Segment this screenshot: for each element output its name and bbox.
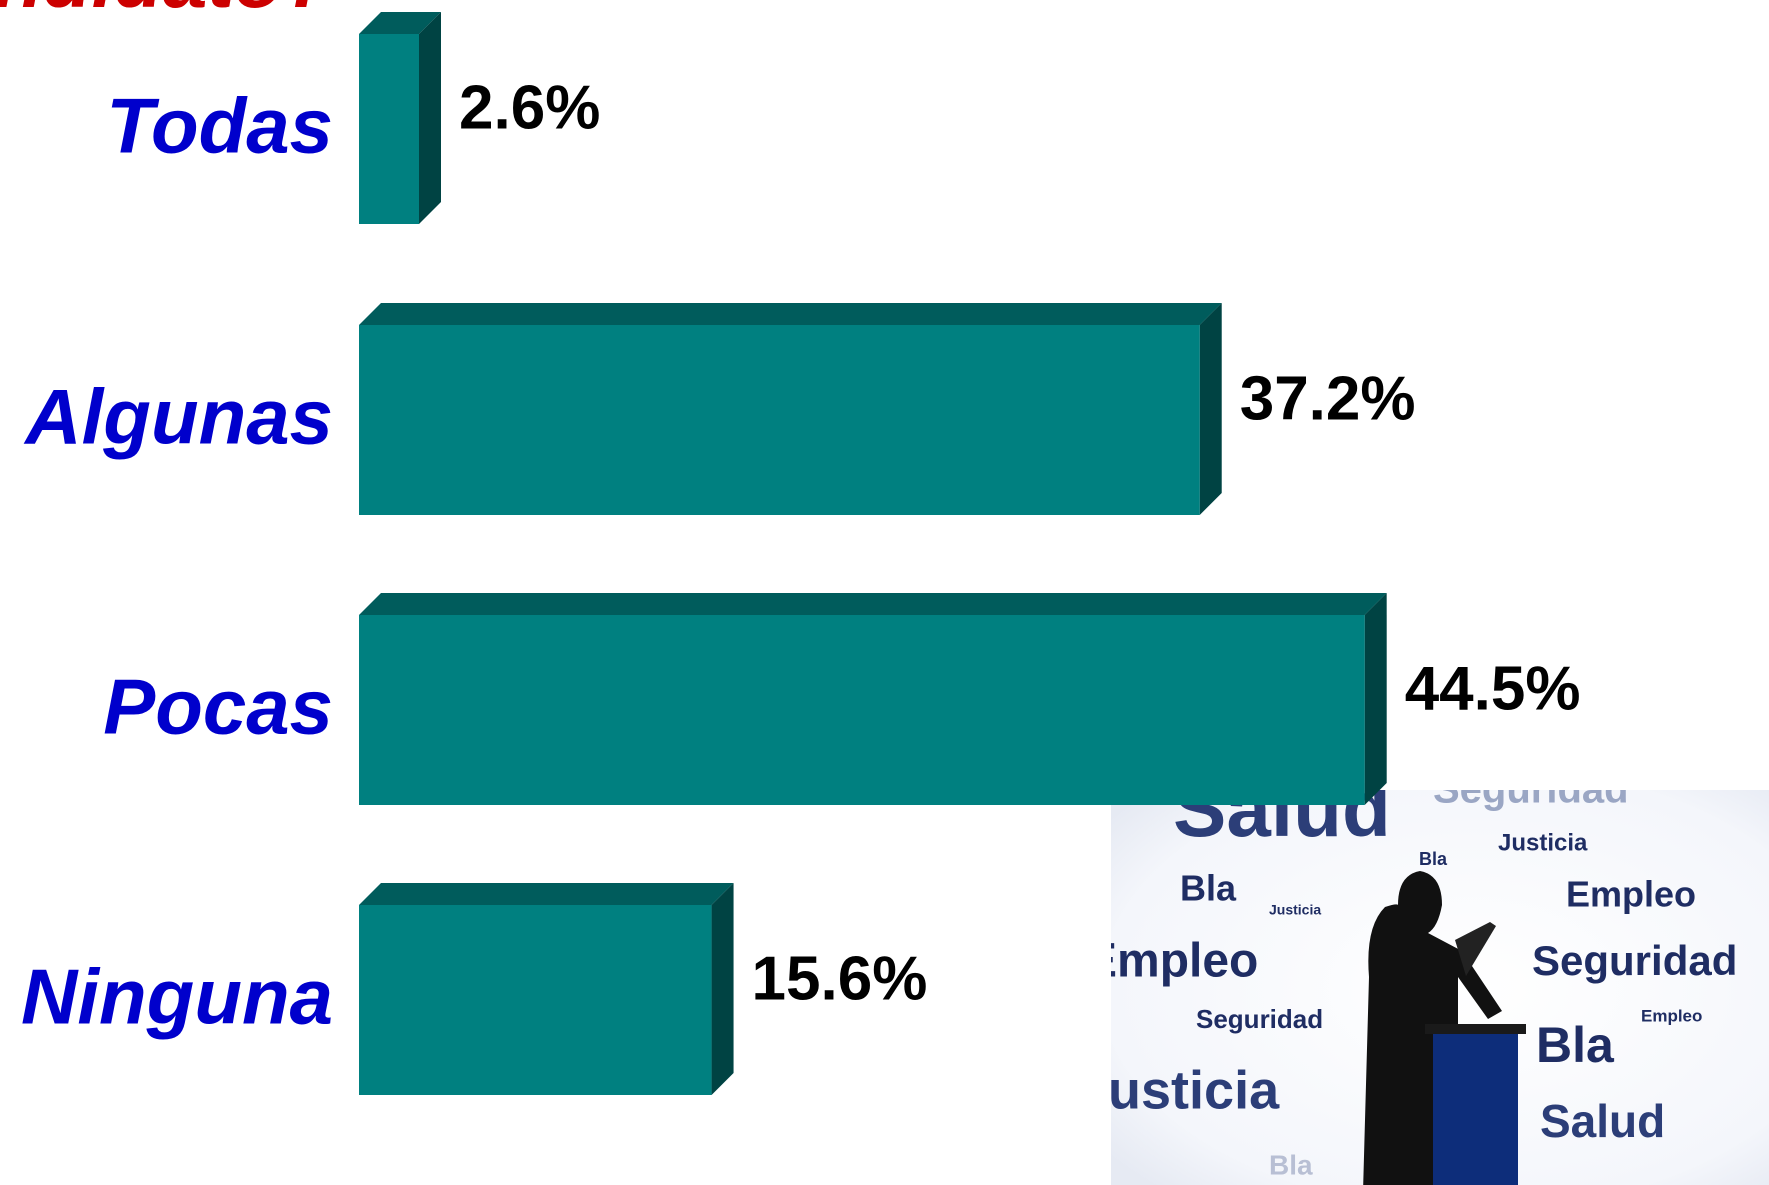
category-label: Ninguna [21,953,333,1041]
bar-side [712,883,734,1095]
word: Justicia [1078,1060,1280,1120]
value-label: 44.5% [1405,654,1581,723]
chart: ndidato? Salud Seguridad Bla Justicia Bla Jus… [0,0,1769,1185]
word: Empleo [1641,1006,1702,1025]
word: Seguridad [1196,1004,1323,1034]
bar [359,905,712,1095]
word: Bla [1269,1149,1313,1180]
bar-side [1365,593,1387,805]
bar-top [359,883,734,905]
value-label: 37.2% [1240,364,1416,433]
category-label: Todas [106,82,333,170]
word: Empleo [1085,935,1258,988]
word: Empleo [1566,874,1696,915]
bar [359,615,1365,805]
word: Seguridad [1433,768,1629,812]
bar [359,325,1200,515]
word: Bla [1419,849,1448,869]
word: Salud [1540,1095,1665,1147]
category-label: Algunas [23,373,333,461]
word: Seguridad [1532,937,1737,984]
podium [1433,1030,1518,1185]
word: Justicia [1269,902,1321,918]
word: Justicia [1498,829,1588,856]
podium-top [1425,1024,1526,1034]
word: Bla [1536,1017,1615,1073]
bar-side [419,12,441,224]
bar-side [1200,303,1222,515]
word: Bla [1180,868,1237,909]
chart-title: ndidato? [0,0,332,24]
category-label: Pocas [103,663,333,751]
bar [359,34,419,224]
page: {"chart_data": {"type": "hbar", "title":… [0,0,1769,1185]
value-label: 15.6% [752,944,928,1013]
bar-top [359,303,1222,325]
value-label: 2.6% [459,73,600,142]
bar-top [359,593,1387,615]
illustration: Salud Seguridad Bla Justicia Bla Justicia Empl… [1078,764,1769,1185]
